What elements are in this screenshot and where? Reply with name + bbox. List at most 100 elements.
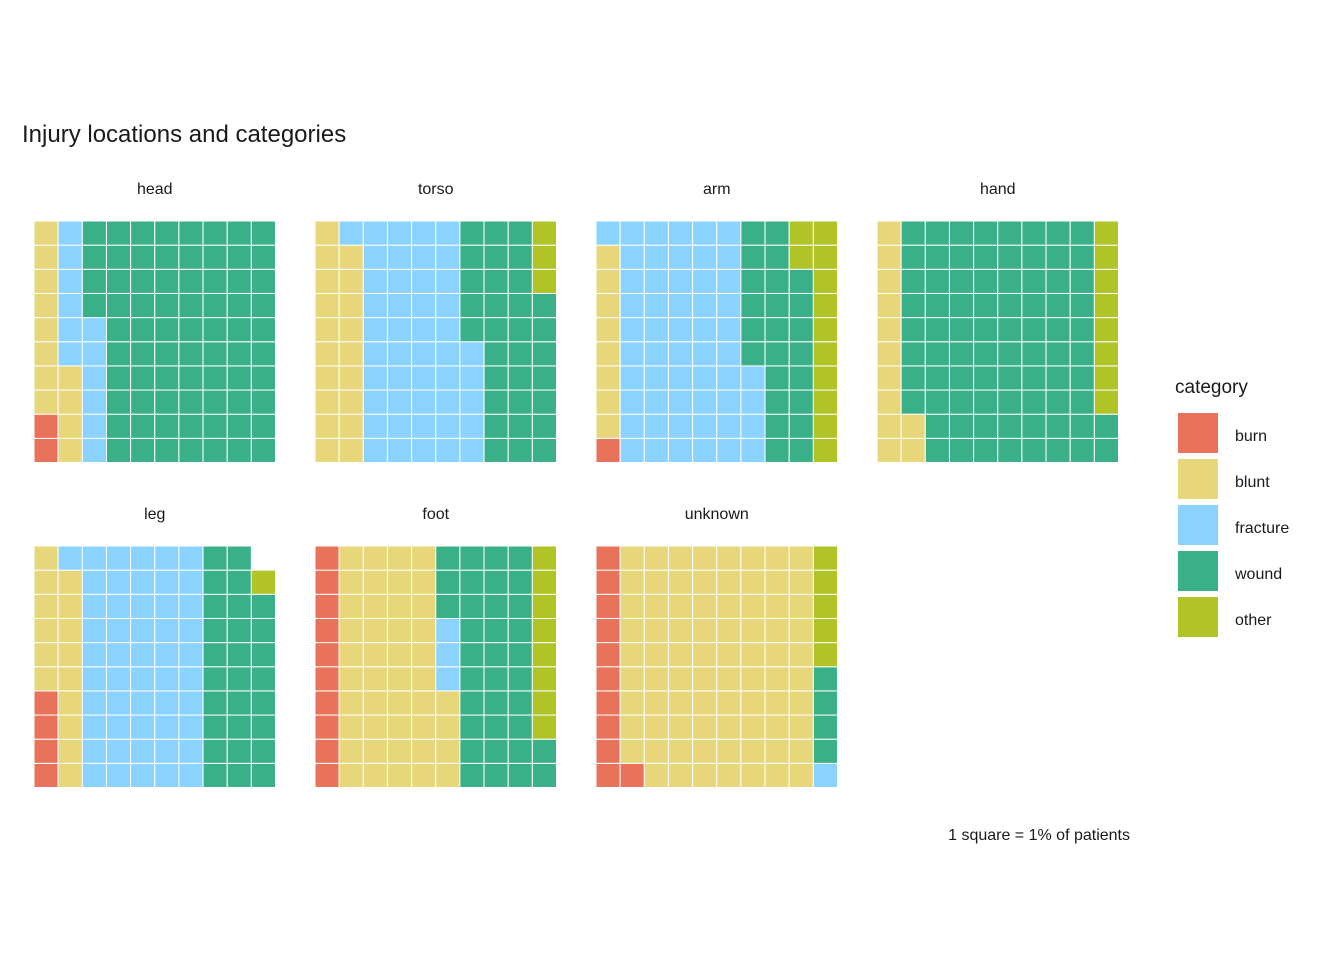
waffle-cell-fracture xyxy=(81,569,107,595)
waffle-cell-blunt xyxy=(57,762,83,788)
waffle-cell-wound xyxy=(178,341,204,367)
waffle-cell-burn xyxy=(595,690,621,716)
waffle-cell-wound xyxy=(788,413,814,439)
waffle-cell-blunt xyxy=(33,268,59,294)
waffle-cell-fracture xyxy=(130,593,156,619)
waffle-cell-wound xyxy=(740,341,766,367)
waffle-cell-wound xyxy=(1045,437,1071,464)
waffle-cell-blunt xyxy=(338,545,364,571)
waffle-cell-wound xyxy=(202,642,228,668)
waffle-cell-wound xyxy=(1021,365,1047,391)
panel-head: head xyxy=(33,181,277,464)
waffle-cell-burn xyxy=(33,690,59,716)
waffle-cell-blunt xyxy=(57,389,83,415)
waffle-cell-blunt xyxy=(692,642,718,668)
waffle-cell-fracture xyxy=(411,365,437,391)
waffle-cell-fracture xyxy=(386,220,413,246)
waffle-cell-wound xyxy=(1021,437,1047,464)
waffle-cell-blunt xyxy=(619,738,645,764)
waffle-cell-wound xyxy=(507,714,533,740)
waffle-cell-fracture xyxy=(435,317,461,343)
waffle-cell-blunt xyxy=(57,714,83,740)
waffle-cell-blunt xyxy=(876,413,902,439)
waffle-cell-blunt xyxy=(667,690,694,716)
waffle-cell-blunt xyxy=(716,738,742,764)
waffle-cell-fracture xyxy=(81,690,107,716)
legend-key-other xyxy=(1178,597,1218,637)
waffle-cell-blunt xyxy=(57,413,83,439)
waffle-cell-other xyxy=(1093,244,1119,270)
waffle-cell-fracture xyxy=(411,389,437,415)
waffle-cell-fracture xyxy=(692,389,718,415)
waffle-cell-wound xyxy=(250,365,277,391)
waffle-cell-blunt xyxy=(33,244,59,270)
waffle-cell-wound xyxy=(997,365,1023,391)
waffle-cell-fracture xyxy=(178,714,204,740)
waffle-cell-wound xyxy=(483,317,509,343)
waffle-cell-wound xyxy=(459,317,485,343)
waffle-cell-fracture xyxy=(105,666,132,692)
waffle-cell-blunt xyxy=(595,292,621,319)
waffle-cell-wound xyxy=(202,690,228,716)
waffle-cell-wound xyxy=(1045,317,1071,343)
waffle-cell-wound xyxy=(948,317,975,343)
waffle-cell-fracture xyxy=(81,413,107,439)
waffle-cell-blunt xyxy=(314,244,340,270)
waffle-cell-wound xyxy=(250,738,277,764)
waffle-cell-fracture xyxy=(667,413,694,439)
waffle-cell-burn xyxy=(595,714,621,740)
waffle-cell-wound xyxy=(459,545,485,571)
waffle-cell-wound xyxy=(483,437,509,464)
waffle-cell-wound xyxy=(924,413,950,439)
waffle-cell-wound xyxy=(483,389,509,415)
waffle-cell-wound xyxy=(1045,220,1071,246)
waffle-cell-wound xyxy=(202,365,228,391)
waffle-cell-fracture xyxy=(740,389,766,415)
waffle-cell-wound xyxy=(507,268,533,294)
waffle-cell-fracture xyxy=(362,437,388,464)
waffle-cell-wound xyxy=(973,341,999,367)
waffle-cell-other xyxy=(812,268,838,294)
panel-torso: torso xyxy=(314,181,557,464)
waffle-cell-wound xyxy=(130,244,156,270)
waffle-cell-wound xyxy=(202,292,228,319)
waffle-cell-wound xyxy=(483,292,509,319)
waffle-cell-fracture xyxy=(178,762,204,788)
waffle-cell-blunt xyxy=(716,714,742,740)
waffle-cell-fracture xyxy=(178,642,204,668)
waffle-cell-wound xyxy=(973,220,999,246)
waffle-cell-fracture xyxy=(643,220,669,246)
waffle-cell-wound xyxy=(202,569,228,595)
waffle-cell-fracture xyxy=(692,292,718,319)
waffle-cell-wound xyxy=(973,292,999,319)
waffle-cell-other xyxy=(1093,341,1119,367)
waffle-cell-wound xyxy=(130,413,156,439)
waffle-cell-blunt xyxy=(435,714,461,740)
waffle-cell-blunt xyxy=(716,762,742,788)
waffle-cell-fracture xyxy=(362,244,388,270)
waffle-cell-wound xyxy=(81,268,107,294)
waffle-cell-blunt xyxy=(619,593,645,619)
waffle-cell-burn xyxy=(595,593,621,619)
waffle-cell-fracture xyxy=(105,738,132,764)
waffle-cell-other xyxy=(1093,220,1119,246)
waffle-cell-fracture xyxy=(692,244,718,270)
waffle-cell-fracture xyxy=(81,437,107,464)
waffle-cell-wound xyxy=(130,365,156,391)
waffle-cell-fracture xyxy=(692,413,718,439)
waffle-cell-blunt xyxy=(643,714,669,740)
waffle-cell-wound xyxy=(202,268,228,294)
waffle-cell-blunt xyxy=(716,690,742,716)
waffle-cell-blunt xyxy=(692,762,718,788)
waffle-cell-blunt xyxy=(764,714,790,740)
waffle-cell-wound xyxy=(764,268,790,294)
waffle-cell-fracture xyxy=(435,292,461,319)
waffle-cell-fracture xyxy=(716,292,742,319)
waffle-cell-wound xyxy=(1093,413,1119,439)
waffle-cell-blunt xyxy=(362,593,388,619)
waffle-cell-fracture xyxy=(716,341,742,367)
waffle-cell-wound xyxy=(997,413,1023,439)
waffle-cell-wound xyxy=(924,437,950,464)
waffle-cell-blunt xyxy=(740,690,766,716)
waffle-cell-blunt xyxy=(33,569,59,595)
